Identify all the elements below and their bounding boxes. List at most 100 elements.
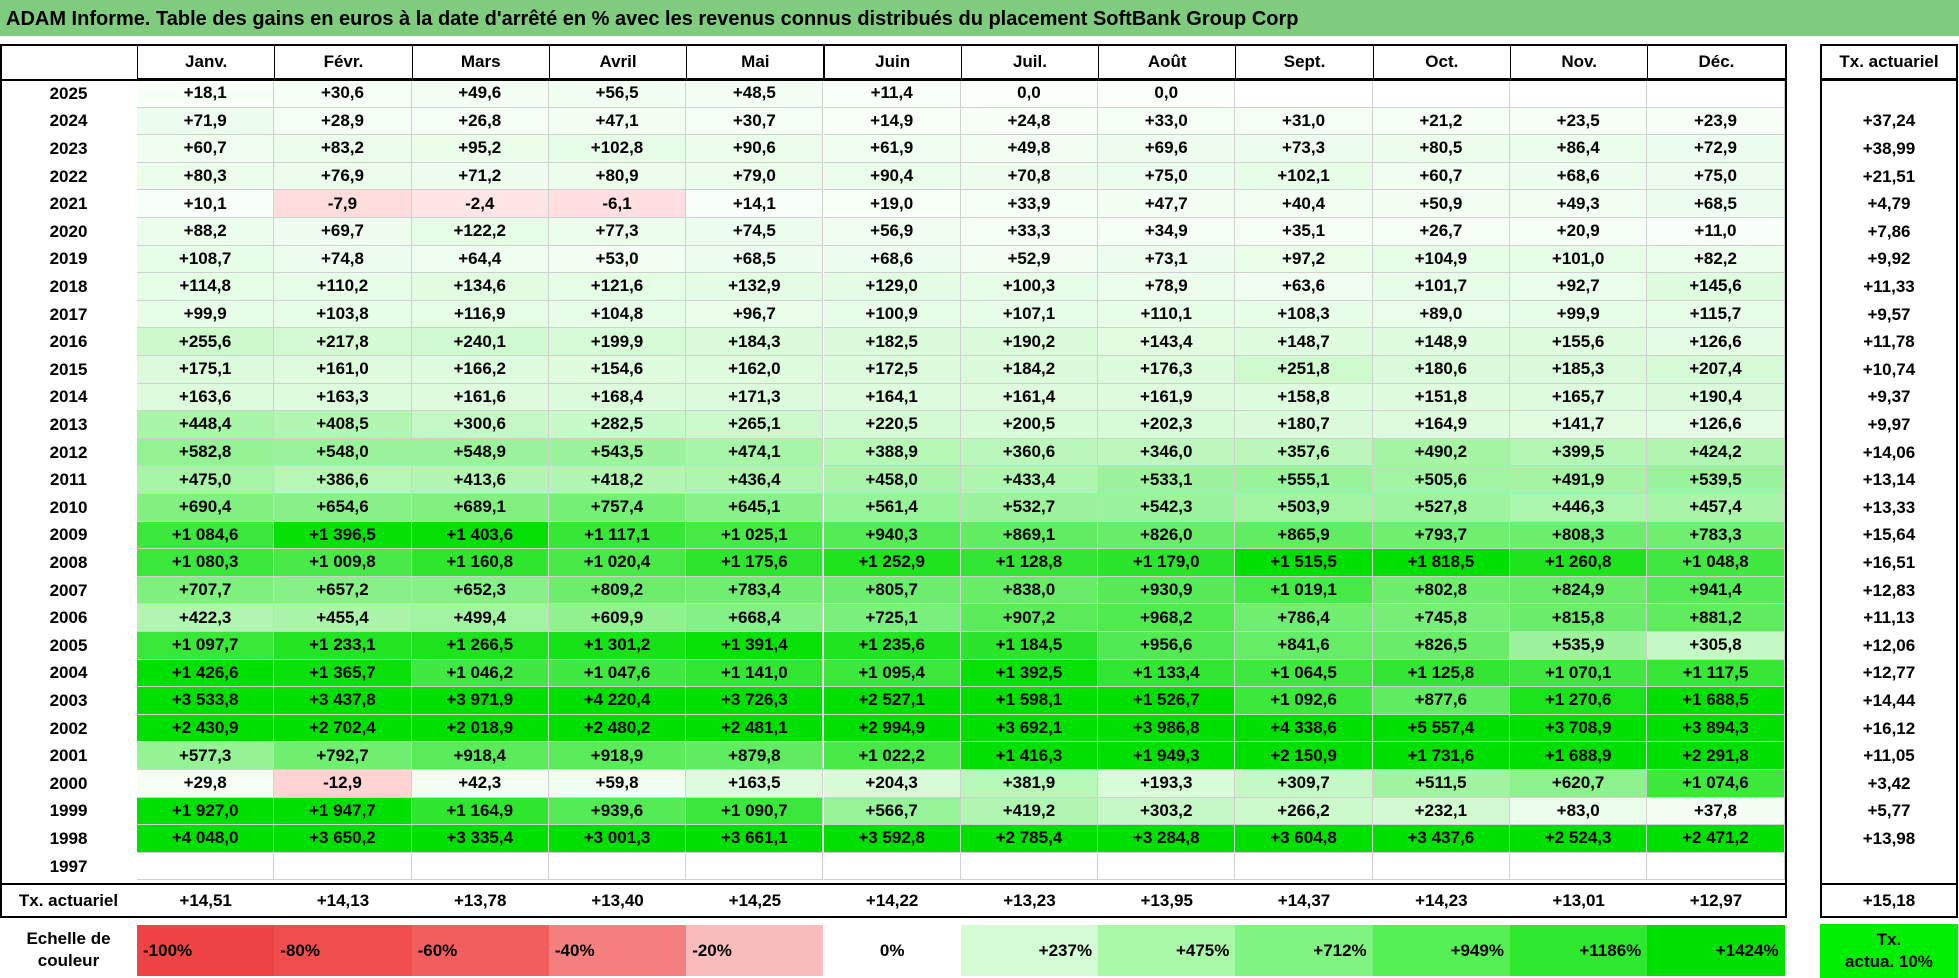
table-cell[interactable]: +4 338,6 bbox=[1235, 714, 1373, 743]
table-cell[interactable]: +968,2 bbox=[1098, 604, 1236, 632]
table-cell[interactable]: +1 403,6 bbox=[411, 521, 549, 550]
table-cell[interactable]: +1 260,8 bbox=[1510, 549, 1648, 577]
table-cell[interactable]: +100,9 bbox=[823, 300, 961, 329]
table-cell[interactable]: +175,1 bbox=[137, 356, 275, 384]
table-cell[interactable]: +877,6 bbox=[1372, 687, 1510, 715]
table-cell[interactable]: +548,9 bbox=[411, 438, 549, 467]
table-cell[interactable]: +164,1 bbox=[823, 383, 961, 412]
table-cell[interactable]: +346,0 bbox=[1098, 438, 1236, 467]
table-cell[interactable]: +78,9 bbox=[1098, 273, 1236, 301]
table-cell[interactable]: +869,1 bbox=[960, 521, 1099, 550]
table-cell[interactable]: +76,9 bbox=[274, 162, 412, 191]
table-cell[interactable]: +457,4 bbox=[1647, 494, 1785, 522]
table-cell[interactable]: +1 019,1 bbox=[1235, 576, 1373, 605]
table-cell[interactable] bbox=[1510, 852, 1648, 881]
table-cell[interactable]: +689,1 bbox=[411, 494, 549, 522]
table-cell[interactable]: +2 471,2 bbox=[1647, 825, 1785, 853]
table-cell[interactable]: +185,3 bbox=[1510, 356, 1648, 384]
table-cell[interactable]: +161,6 bbox=[411, 383, 549, 412]
table-cell[interactable]: +388,9 bbox=[823, 438, 961, 467]
table-cell[interactable]: +490,2 bbox=[1372, 438, 1510, 467]
table-cell[interactable] bbox=[823, 852, 961, 881]
table-cell[interactable]: +176,3 bbox=[1098, 356, 1236, 384]
table-cell[interactable]: +657,2 bbox=[274, 576, 412, 605]
table-cell[interactable]: +783,3 bbox=[1647, 521, 1785, 550]
table-cell[interactable]: +68,6 bbox=[823, 245, 961, 274]
table-cell[interactable]: +134,6 bbox=[411, 273, 549, 301]
table-cell[interactable]: +1 392,5 bbox=[960, 659, 1099, 688]
table-cell[interactable]: +266,2 bbox=[1235, 797, 1373, 826]
table-cell[interactable]: +110,1 bbox=[1098, 300, 1236, 329]
table-cell[interactable]: +171,3 bbox=[686, 383, 824, 412]
table-cell[interactable]: +180,7 bbox=[1235, 411, 1373, 439]
table-cell[interactable]: +1 416,3 bbox=[960, 742, 1099, 770]
table-cell[interactable]: +940,3 bbox=[823, 521, 961, 550]
table-cell[interactable]: +96,7 bbox=[686, 300, 824, 329]
table-cell[interactable]: +3 726,3 bbox=[686, 687, 824, 715]
table-cell[interactable]: +129,0 bbox=[823, 273, 961, 301]
table-cell[interactable]: +1 074,6 bbox=[1647, 770, 1785, 798]
table-cell[interactable]: +68,6 bbox=[1510, 162, 1648, 191]
table-cell[interactable]: +63,6 bbox=[1235, 273, 1373, 301]
table-cell[interactable]: +1 426,6 bbox=[137, 659, 275, 688]
table-cell[interactable]: +408,5 bbox=[274, 411, 412, 439]
table-cell[interactable]: +182,5 bbox=[823, 328, 961, 356]
table-cell[interactable]: +491,9 bbox=[1510, 466, 1648, 494]
table-cell[interactable]: +505,6 bbox=[1372, 466, 1510, 494]
table-cell[interactable]: +102,8 bbox=[548, 135, 687, 163]
table-cell[interactable]: +499,4 bbox=[411, 604, 549, 632]
table-cell[interactable]: +71,9 bbox=[137, 107, 275, 136]
table-cell[interactable]: +31,0 bbox=[1235, 107, 1373, 136]
table-cell[interactable] bbox=[411, 852, 549, 881]
table-cell[interactable]: +34,9 bbox=[1098, 218, 1236, 246]
table-cell[interactable]: +166,2 bbox=[411, 356, 549, 384]
table-cell[interactable]: +40,4 bbox=[1235, 190, 1373, 218]
table-cell[interactable]: +786,4 bbox=[1235, 604, 1373, 632]
table-cell[interactable]: +168,4 bbox=[548, 383, 687, 412]
table-cell[interactable]: +1 235,6 bbox=[823, 632, 961, 660]
table-cell[interactable]: +841,6 bbox=[1235, 632, 1373, 660]
table-cell[interactable]: +148,9 bbox=[1372, 328, 1510, 356]
table-cell[interactable]: +436,4 bbox=[686, 466, 824, 494]
table-cell[interactable]: +652,3 bbox=[411, 576, 549, 605]
table-cell[interactable] bbox=[1647, 852, 1785, 881]
table-cell[interactable]: +1 048,8 bbox=[1647, 549, 1785, 577]
table-cell[interactable]: +83,2 bbox=[274, 135, 412, 163]
table-cell[interactable] bbox=[548, 852, 687, 881]
table-cell[interactable]: +2 527,1 bbox=[823, 687, 961, 715]
table-cell[interactable]: +815,8 bbox=[1510, 604, 1648, 632]
table-cell[interactable]: +707,7 bbox=[137, 576, 275, 605]
table-cell[interactable]: +190,2 bbox=[960, 328, 1099, 356]
table-cell[interactable]: +918,9 bbox=[548, 742, 687, 770]
table-cell[interactable]: +1 947,7 bbox=[274, 797, 412, 826]
table-cell[interactable]: +881,2 bbox=[1647, 604, 1785, 632]
table-cell[interactable]: +83,0 bbox=[1510, 797, 1648, 826]
table-cell[interactable]: +104,8 bbox=[548, 300, 687, 329]
table-cell[interactable]: +1 515,5 bbox=[1235, 549, 1373, 577]
table-cell[interactable]: +89,0 bbox=[1372, 300, 1510, 329]
table-cell[interactable]: +80,9 bbox=[548, 162, 687, 191]
table-cell[interactable]: +165,7 bbox=[1510, 383, 1648, 412]
table-cell[interactable]: +802,8 bbox=[1372, 576, 1510, 605]
table-cell[interactable]: +941,4 bbox=[1647, 576, 1785, 605]
table-cell[interactable]: +918,4 bbox=[411, 742, 549, 770]
table-cell[interactable]: +11,4 bbox=[823, 80, 961, 108]
table-cell[interactable]: +577,3 bbox=[137, 742, 275, 770]
table-cell[interactable]: +1 688,9 bbox=[1510, 742, 1648, 770]
table-cell[interactable]: +2 430,9 bbox=[137, 714, 275, 743]
table-cell[interactable]: +48,5 bbox=[686, 80, 824, 108]
table-cell[interactable] bbox=[1372, 80, 1510, 108]
table-cell[interactable]: +3 650,2 bbox=[274, 825, 412, 853]
table-cell[interactable]: +808,3 bbox=[1510, 521, 1648, 550]
table-cell[interactable]: +59,8 bbox=[548, 770, 687, 798]
table-cell[interactable]: 0,0 bbox=[960, 80, 1099, 108]
table-cell[interactable]: +2 524,3 bbox=[1510, 825, 1648, 853]
table-cell[interactable]: +193,3 bbox=[1098, 770, 1236, 798]
table-cell[interactable]: +47,7 bbox=[1098, 190, 1236, 218]
table-cell[interactable]: +1 064,5 bbox=[1235, 659, 1373, 688]
table-cell[interactable]: +793,7 bbox=[1372, 521, 1510, 550]
table-cell[interactable]: +103,8 bbox=[274, 300, 412, 329]
table-cell[interactable]: +1 949,3 bbox=[1098, 742, 1236, 770]
table-cell[interactable]: +309,7 bbox=[1235, 770, 1373, 798]
table-cell[interactable]: +1 160,8 bbox=[411, 549, 549, 577]
